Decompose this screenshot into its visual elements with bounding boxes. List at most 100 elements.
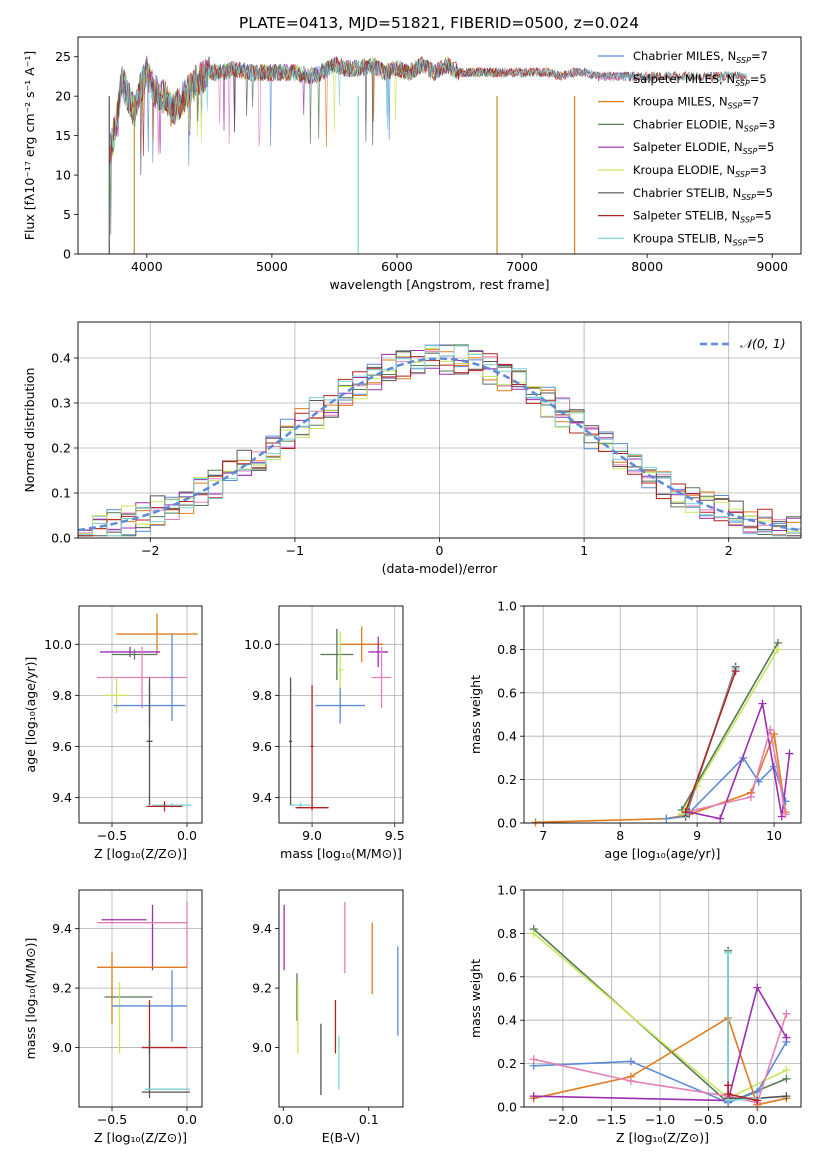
y-tick-label: 9.4	[252, 790, 272, 805]
x-tick-label: 0.1	[359, 1112, 379, 1127]
y-tick-label: 9.4	[52, 921, 72, 936]
weight-marker	[782, 1009, 791, 1018]
weight-marker	[529, 1055, 538, 1064]
weight-marker	[746, 792, 755, 801]
y-tick-label: 9.6	[52, 739, 72, 754]
axes-frame	[78, 889, 203, 1108]
y-axis-label: mass weight	[468, 675, 483, 754]
histogram-series	[78, 350, 801, 534]
x-tick-label: 5000	[256, 259, 288, 274]
spectrum-line	[108, 55, 748, 161]
y-tick-label: 0.4	[497, 1013, 517, 1028]
x-tick-label: 8000	[631, 259, 663, 274]
x-tick-label: 0	[436, 543, 444, 558]
y-tick-label: 15	[55, 128, 71, 143]
panel-mass-vs-Z: −0.5 0.0 9.0 9.2 9.4 Z [log₁₀(Z/Z⊙)] mass [log…	[23, 889, 203, 1145]
y-tick-label: 9.2	[52, 981, 72, 996]
y-axis-label: mass [log₁₀(M/M⊙)]	[23, 938, 38, 1060]
y-tick-label: 10.0	[244, 637, 272, 652]
weight-marker	[662, 814, 671, 823]
histogram-series	[78, 345, 801, 537]
y-tick-label: 10.0	[44, 637, 72, 652]
y-tick-label: 1.0	[497, 599, 517, 614]
x-tick-label: 7	[539, 828, 547, 843]
weight-marker	[782, 1092, 791, 1101]
plot-area	[77, 344, 802, 537]
legend-entry: Kroupa MILES, NSSP=7	[633, 95, 759, 111]
y-tick-label: 25	[55, 49, 71, 64]
y-axis-label: age [log₁₀(age/yr)]	[23, 657, 38, 773]
legend-entry: Salpeter MILES, NSSP=5	[633, 72, 767, 88]
weight-marker	[773, 645, 782, 654]
x-tick-label: 7000	[506, 259, 538, 274]
weight-marker	[724, 1081, 733, 1090]
y-tick-label: 9.0	[252, 1040, 272, 1055]
y-tick-label: 0.8	[497, 642, 517, 657]
weight-marker	[716, 814, 725, 823]
weight-marker	[782, 1074, 791, 1083]
x-tick-label: 0.0	[273, 1112, 293, 1127]
y-tick-label: 0.6	[497, 685, 517, 700]
weight-marker	[782, 1066, 791, 1075]
spectrum-line	[108, 57, 748, 148]
legend-entry: Salpeter ELODIE, NSSP=5	[633, 140, 774, 156]
y-tick-label: 0.3	[51, 396, 71, 411]
y-tick-label: 0.1	[51, 486, 71, 501]
y-axis-label: Flux [fλ10⁻¹⁷ erg cm⁻² s⁻¹ A⁻¹]	[22, 51, 37, 240]
histogram-series	[78, 353, 801, 537]
x-tick-label: −0.5	[693, 1112, 723, 1127]
weight-marker	[782, 1033, 791, 1042]
weight-marker	[753, 1096, 762, 1105]
y-axis-label: mass weight	[468, 959, 483, 1038]
gaussian-curve	[77, 357, 802, 532]
y-tick-label: 9.4	[252, 921, 272, 936]
y-tick-label: 5	[63, 207, 71, 222]
x-tick-label: −2.0	[548, 1112, 578, 1127]
y-tick-label: 0.0	[497, 1100, 517, 1115]
plot-area	[531, 638, 794, 827]
y-tick-label: 9.4	[52, 790, 72, 805]
y-axis-label: Normed distribution	[22, 368, 37, 493]
panel-massweight-vs-Z: −2.0 −1.5 −1.0 −0.5 0.0 0.0 0.2 0.4 0.6 0.8 1.0 Z […	[468, 883, 802, 1145]
y-tick-label: 9.0	[52, 1040, 72, 1055]
weight-marker	[785, 749, 794, 758]
legend-entry: Chabrier ELODIE, NSSP=3	[633, 117, 775, 133]
axes-frame	[78, 605, 203, 824]
weight-marker	[529, 1092, 538, 1101]
weight-marker	[724, 1089, 733, 1098]
x-tick-label: 1	[580, 543, 588, 558]
legend-entry: Chabrier STELIB, NSSP=5	[633, 186, 773, 202]
x-tick-label: −0.5	[97, 828, 127, 843]
plot-area	[288, 626, 392, 811]
x-tick-label: 2	[725, 543, 733, 558]
legend-entry: Chabrier MILES, NSSP=7	[633, 49, 768, 65]
axes-frame	[77, 36, 802, 255]
plot-area	[97, 901, 190, 1099]
legend-entry: Salpeter STELIB, NSSP=5	[633, 209, 772, 225]
x-axis-label: Z [log₁₀(Z/Z⊙)]	[616, 1130, 709, 1145]
x-tick-label: 9	[693, 828, 701, 843]
y-tick-label: 0.4	[497, 729, 517, 744]
plot-area	[529, 925, 791, 1109]
x-tick-label: 9.0	[302, 828, 322, 843]
y-tick-label: 0.6	[497, 969, 517, 984]
x-axis-label: mass [log₁₀(M/M⊙)]	[280, 846, 402, 861]
panel-massweight-vs-age: 7 8 9 10 0.0 0.2 0.4 0.6 0.8 1.0 age [log₁₀(age/yr…	[468, 599, 802, 861]
weight-marker	[731, 667, 740, 676]
x-tick-label: −2	[141, 543, 159, 558]
x-axis-label: wavelength [Angstrom, rest frame]	[329, 277, 549, 292]
x-tick-label: −1	[286, 543, 304, 558]
panel-residuals: −2 −1 0 1 2 0.0 0.1 0.2 0.3 0.4 (data-model)/error…	[22, 321, 802, 576]
legend-entry: Kroupa ELODIE, NSSP=3	[633, 163, 767, 179]
panel-mass-vs-ebv: 0.0 0.1 9.0 9.2 9.4 E(B-V)	[252, 889, 404, 1145]
axes-frame	[278, 889, 404, 1108]
weight-marker	[626, 1057, 635, 1066]
x-tick-label: 10	[766, 828, 782, 843]
axes-frame	[523, 889, 802, 1108]
weight-marker	[681, 808, 690, 817]
weight-marker	[531, 818, 540, 827]
plot-area	[108, 55, 748, 254]
panel-age-vs-Z: −0.5 0.0 9.4 9.6 9.8 10.0 Z [log₁₀(Z/Z⊙)] age […	[23, 605, 203, 861]
x-axis-label: age [log₁₀(age/yr)]	[605, 846, 721, 861]
y-tick-label: 10	[55, 168, 71, 183]
